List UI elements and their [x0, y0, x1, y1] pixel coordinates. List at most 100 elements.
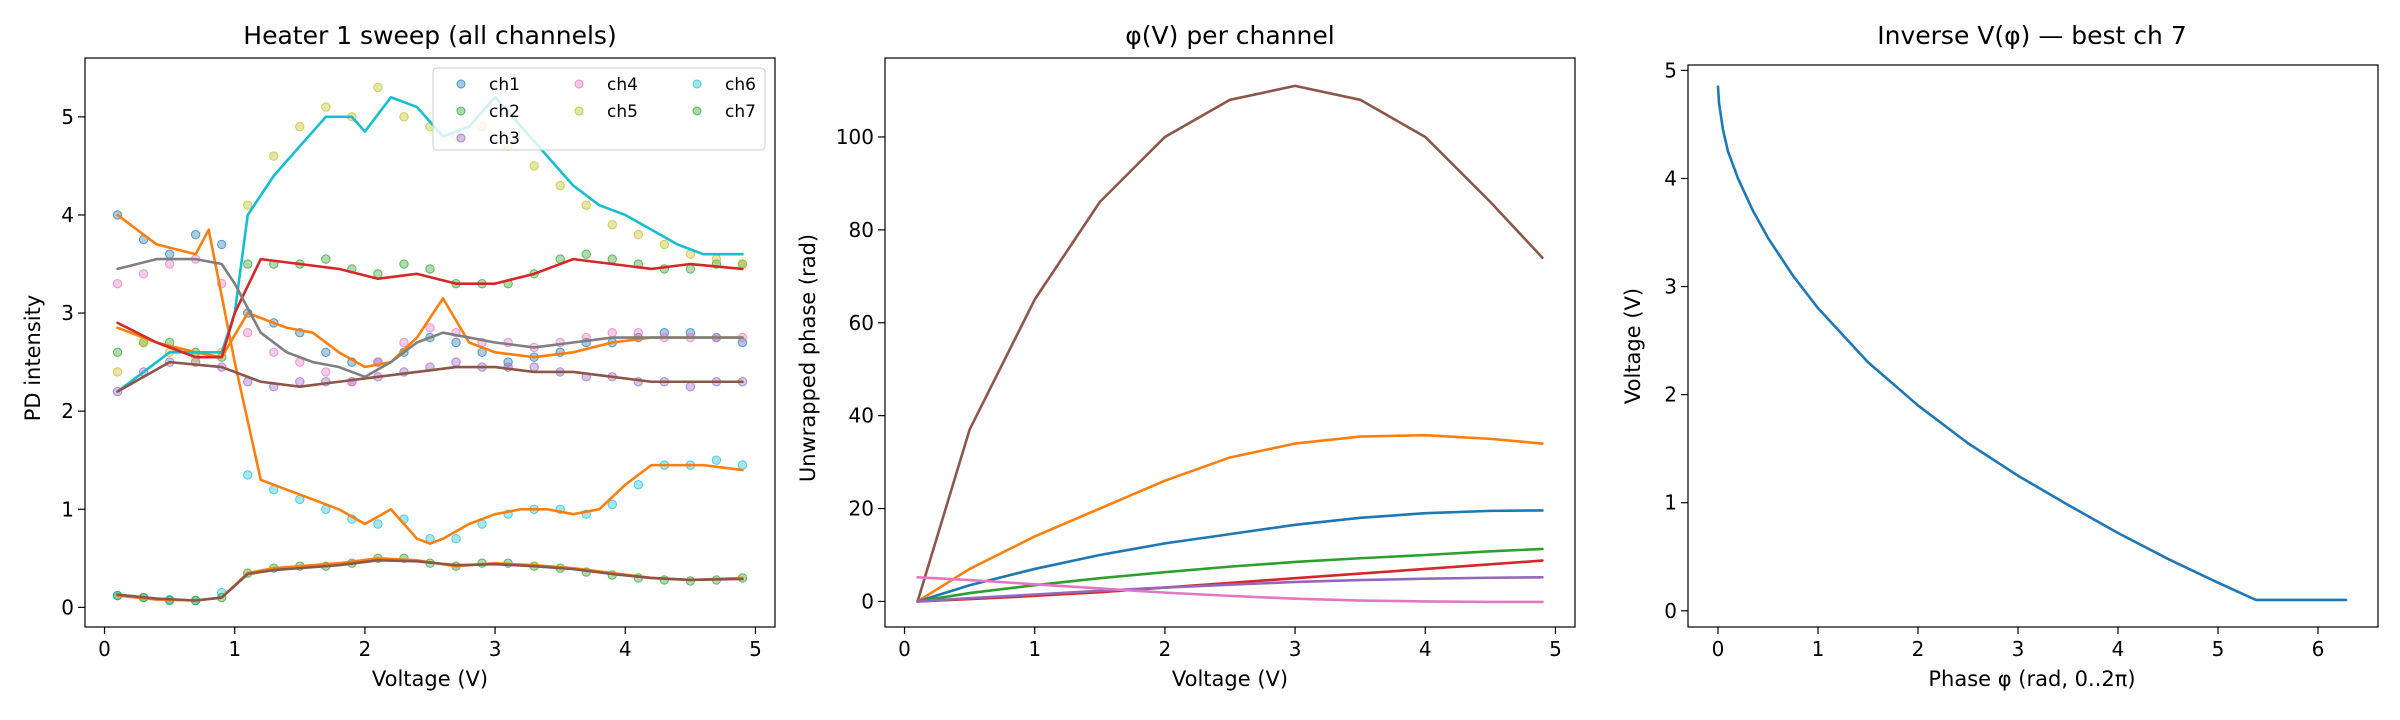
x-axis-label: Voltage (V) — [1172, 667, 1288, 691]
series-line — [116, 360, 744, 393]
chart-title: Heater 1 sweep (all channels) — [243, 21, 616, 50]
x-axis-label: Voltage (V) — [372, 667, 488, 691]
legend-label: ch2 — [489, 102, 520, 122]
legend-marker — [692, 79, 702, 89]
y-tick-label: 4 — [61, 203, 74, 227]
x-tick-label: 2 — [1159, 637, 1172, 661]
y-tick-label: 2 — [1664, 383, 1677, 407]
x-tick-label: 5 — [749, 637, 762, 661]
x-tick-label: 0 — [1712, 637, 1725, 661]
chart-title: Inverse V(φ) — best ch 7 — [1877, 21, 2187, 50]
data-point — [321, 102, 331, 112]
legend-frame — [432, 67, 766, 151]
series-line — [116, 297, 744, 369]
panel-heater-sweep: Heater 1 sweep (all channels) Voltage (V… — [21, 21, 776, 691]
data-point — [503, 357, 513, 367]
legend-label: ch5 — [607, 102, 638, 122]
data-point — [321, 347, 331, 358]
plot-area: 0 1 2 3 4 5 0 20 40 60 80 100 — [836, 57, 1576, 661]
data-point — [711, 254, 722, 264]
data-point — [373, 519, 383, 529]
data-point — [529, 161, 539, 171]
data-point — [451, 357, 461, 367]
x-tick-label: 4 — [1419, 637, 1432, 661]
legend-entry-ch1: ch1 — [456, 75, 520, 95]
y-tick-label: 5 — [1664, 58, 1677, 82]
series-line — [116, 257, 744, 379]
y-tick-label: 60 — [849, 311, 874, 335]
legend-entry-ch4: ch4 — [574, 75, 638, 95]
series-line — [916, 84, 1544, 603]
x-tick-label: 3 — [489, 637, 502, 661]
x-tick-label: 3 — [2012, 637, 2025, 661]
legend-label: ch4 — [607, 75, 638, 95]
legend-label: ch7 — [725, 102, 756, 122]
data-point — [164, 249, 175, 259]
x-tick-label: 2 — [1912, 637, 1925, 661]
data-point — [399, 112, 409, 122]
data-point — [685, 381, 696, 392]
y-tick-label: 0 — [861, 589, 874, 613]
data-point — [581, 249, 591, 259]
data-point — [685, 264, 696, 274]
data-point — [295, 377, 305, 387]
data-point — [164, 259, 175, 269]
data-point — [399, 337, 409, 348]
data-point — [112, 347, 123, 358]
panel-phase-per-channel: φ(V) per channel Voltage (V) Unwrapped p… — [796, 21, 1576, 691]
legend-label: ch3 — [489, 129, 520, 149]
y-tick-label: 1 — [1664, 491, 1677, 515]
data-point — [607, 499, 617, 510]
x-tick-label: 3 — [1289, 637, 1302, 661]
data-point — [321, 254, 331, 264]
legend-marker — [692, 106, 702, 116]
data-point — [711, 455, 722, 465]
data-point — [243, 470, 253, 480]
data-point — [581, 200, 591, 210]
y-axis-label: PD intensity — [21, 295, 45, 422]
data-point — [659, 239, 670, 250]
data-point — [321, 367, 331, 377]
data-point — [737, 259, 748, 269]
y-tick-label: 3 — [1664, 275, 1677, 299]
data-point — [243, 200, 253, 210]
x-tick-label: 0 — [98, 637, 111, 661]
data-point — [607, 327, 617, 338]
y-tick-label: 80 — [849, 218, 874, 242]
data-point — [373, 82, 383, 93]
chart-title: φ(V) per channel — [1125, 21, 1334, 50]
legend-entry-ch5: ch5 — [574, 102, 638, 122]
plot-area: 0 1 2 3 4 5 6 0 1 2 3 4 5 — [1664, 58, 2379, 661]
x-tick-label: 1 — [1812, 637, 1825, 661]
plot-area: 0 1 2 3 4 5 0 1 2 3 4 5 — [61, 57, 776, 661]
x-tick-label: 0 — [898, 637, 911, 661]
series-line — [916, 433, 1544, 603]
data-point — [243, 327, 253, 338]
data-point — [138, 269, 149, 279]
y-axis-label: Unwrapped phase (rad) — [796, 234, 820, 482]
y-tick-label: 0 — [1664, 599, 1677, 623]
series-line — [916, 547, 1544, 603]
series-line — [116, 558, 744, 602]
legend-entry-ch6: ch6 — [692, 75, 756, 95]
x-tick-label: 6 — [2312, 637, 2325, 661]
y-tick-label: 4 — [1664, 166, 1677, 190]
y-tick-label: 20 — [849, 497, 874, 521]
data-point — [112, 367, 123, 377]
legend-label: ch1 — [489, 75, 520, 95]
axes-frame — [884, 57, 1576, 628]
legend: ch1 ch2 ch3 ch4 ch5 ch6 — [432, 67, 766, 151]
data-point — [425, 323, 435, 333]
x-tick-label: 5 — [2212, 637, 2225, 661]
panel-inverse-voltage: Inverse V(φ) — best ch 7 Phase φ (rad, 0… — [1621, 21, 2379, 691]
data-point — [295, 121, 305, 132]
data-point — [190, 229, 201, 240]
series-line — [116, 257, 744, 359]
data-point — [425, 264, 435, 274]
data-point — [607, 254, 617, 264]
series-line — [916, 575, 1544, 604]
legend-entry-ch3: ch3 — [456, 129, 520, 149]
data-point — [243, 259, 253, 269]
series-layer — [1716, 85, 2348, 602]
